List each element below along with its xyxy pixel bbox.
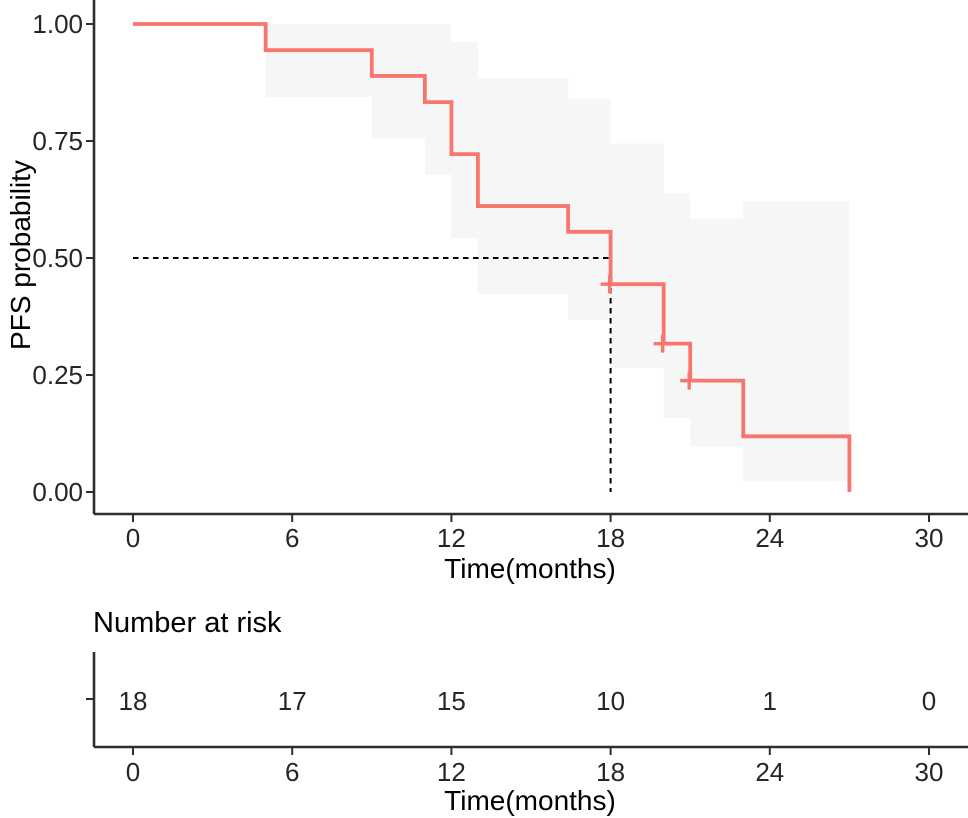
y-tick-label: 0.00 [32, 477, 83, 507]
risk-count-value: 1 [763, 686, 777, 716]
risk-table-counts: 18 17 15 10 1 0 [119, 686, 937, 716]
risk-table-axes: 0 6 12 18 24 30 [86, 652, 968, 787]
risk-x-axis-title: Time(months) [444, 785, 616, 816]
risk-table-title: Number at risk [93, 607, 282, 639]
y-tick-label: 0.50 [32, 243, 83, 273]
x-tick-label: 12 [437, 523, 466, 553]
km-curve [133, 22, 852, 492]
x-tick-label: 24 [755, 523, 784, 553]
risk-x-tick-label: 6 [285, 757, 299, 787]
median-reference-lines [133, 257, 612, 492]
risk-table-panel: Number at risk 0 6 12 18 24 30 18 17 15 10 1 0 Tim… [86, 607, 968, 816]
x-axis-title: Time(months) [444, 553, 616, 584]
risk-x-tick-label: 30 [915, 757, 944, 787]
axes: 0.00 0.25 0.50 0.75 1.00 0 6 12 18 24 30 [32, 0, 968, 553]
y-tick-label: 1.00 [32, 9, 83, 39]
risk-x-tick-label: 12 [437, 757, 466, 787]
confidence-band [265, 24, 850, 482]
y-tick-label: 0.75 [32, 126, 83, 156]
x-tick-label: 0 [126, 523, 140, 553]
risk-x-tick-label: 24 [755, 757, 784, 787]
risk-x-tick-label: 0 [126, 757, 140, 787]
x-tick-label: 18 [596, 523, 625, 553]
risk-count-value: 15 [437, 686, 466, 716]
x-tick-label: 30 [915, 523, 944, 553]
confidence-band-ribbon [265, 24, 850, 482]
risk-count-value: 0 [922, 686, 936, 716]
km-plot-panel: 0.00 0.25 0.50 0.75 1.00 0 6 12 18 24 30 Time(mont… [5, 0, 968, 584]
x-tick-label: 6 [285, 523, 299, 553]
risk-count-value: 18 [119, 686, 148, 716]
risk-count-value: 10 [596, 686, 625, 716]
km-curve-path [133, 22, 852, 492]
y-tick-label: 0.25 [32, 360, 83, 390]
risk-x-tick-label: 18 [596, 757, 625, 787]
risk-count-value: 17 [278, 686, 307, 716]
y-axis-title: PFS probability [5, 160, 36, 350]
censor-marks [600, 275, 699, 390]
